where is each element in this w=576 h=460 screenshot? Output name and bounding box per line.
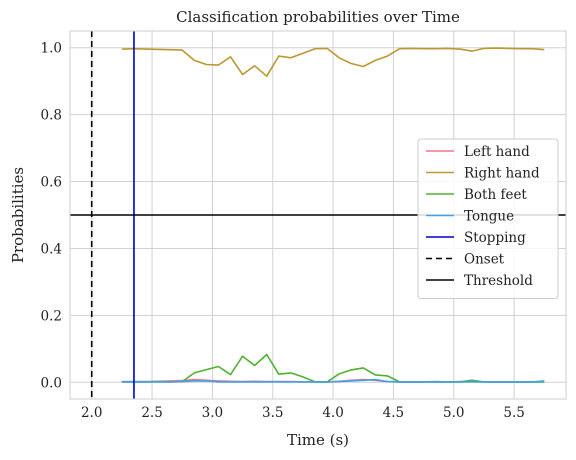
x-tick-label: 3.5	[262, 405, 283, 421]
legend: Left hand Right hand Both feet Tongue Stoppi…	[417, 138, 559, 299]
legend-label: Stopping	[464, 230, 526, 246]
legend-label: Right hand	[464, 166, 540, 182]
plot-frame	[69, 30, 567, 400]
legend-label: Left hand	[464, 144, 530, 160]
tick-labels: 2.0 2.5 3.0 3.5 4.0 4.5 5.0 5.5 0.0 0.2 0.4 0.6 0.8 1…	[41, 41, 525, 421]
y-tick-label: 0.8	[41, 108, 62, 124]
x-tick-label: 2.0	[81, 405, 102, 421]
y-tick-label: 0.4	[41, 241, 62, 257]
legend-box	[417, 138, 559, 299]
y-tick-label: 0.0	[41, 375, 62, 391]
legend-label: Onset	[464, 252, 505, 268]
series-line-right-hand	[121, 47, 545, 77]
legend-label: Tongue	[464, 209, 514, 225]
y-axis-label: Probabilities	[9, 167, 27, 263]
x-tick-label: 5.0	[443, 405, 464, 421]
x-tick-label: 4.5	[383, 405, 404, 421]
x-tick-label: 2.5	[141, 405, 162, 421]
x-tick-label: 3.0	[202, 405, 223, 421]
chart-title: Classification probabilities over Time	[176, 8, 460, 26]
y-tick-label: 0.6	[41, 175, 62, 191]
y-tick-label: 1.0	[41, 41, 62, 57]
x-tick-label: 5.5	[503, 405, 524, 421]
legend-label: Threshold	[464, 273, 533, 289]
y-tick-label: 0.2	[41, 308, 62, 324]
x-axis-label: Time (s)	[287, 431, 349, 449]
series-line-tongue	[121, 378, 545, 383]
series-line-both-feet	[121, 353, 545, 383]
legend-label: Both feet	[464, 187, 527, 203]
x-tick-label: 4.0	[322, 405, 343, 421]
